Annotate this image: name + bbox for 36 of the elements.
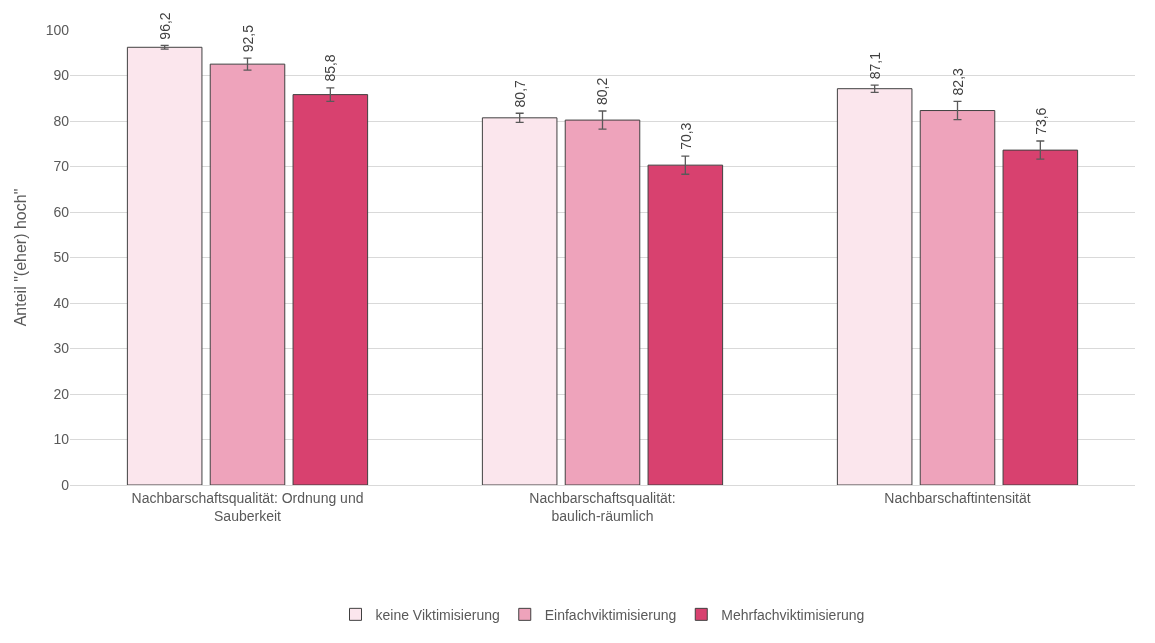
- legend-label: Einfachviktimisierung: [544, 606, 677, 623]
- data-label: 73,6: [1032, 107, 1049, 135]
- bar: [919, 110, 996, 485]
- bar: [647, 164, 724, 485]
- bar: [564, 119, 641, 485]
- x-tick-label: Nachbarschaftintensität: [884, 489, 1031, 506]
- data-label: 85,8: [322, 54, 339, 82]
- legend-label: keine Viktimisierung: [375, 606, 500, 623]
- bar: [836, 88, 913, 485]
- bar: [209, 63, 286, 485]
- legend-label: Mehrfachviktimisierung: [721, 606, 865, 623]
- bar: [481, 117, 558, 485]
- bar: [1002, 149, 1079, 485]
- y-tick-label: 20: [53, 385, 70, 402]
- bar: [292, 94, 369, 485]
- y-tick-label: 70: [53, 158, 70, 175]
- y-tick-label: 40: [53, 294, 70, 311]
- y-tick-label: 50: [53, 249, 70, 266]
- data-label: 80,7: [511, 79, 528, 108]
- x-tick-label: Nachbarschaftsqualität: baulich-räumlich: [529, 489, 676, 524]
- y-tick-label: 100: [45, 21, 70, 38]
- data-label: 96,2: [156, 12, 173, 40]
- data-label: 70,3: [677, 122, 694, 150]
- x-tick-label: Nachbarschaftsqualität: Ordnung und Sauberkeit: [131, 489, 364, 524]
- y-tick-label: 80: [53, 112, 70, 129]
- y-tick-label: 0: [61, 476, 70, 493]
- y-tick-label: 30: [53, 340, 70, 357]
- data-label: 80,2: [594, 77, 611, 105]
- y-tick-label: 10: [53, 431, 70, 448]
- data-label: 82,3: [949, 67, 966, 96]
- y-axis-title: Anteil "(eher) hoch": [11, 188, 29, 327]
- data-label: 92,5: [239, 24, 256, 53]
- bar: [126, 46, 203, 485]
- y-tick-label: 90: [53, 67, 70, 84]
- data-label: 87,1: [867, 51, 884, 80]
- y-tick-label: 60: [53, 203, 70, 220]
